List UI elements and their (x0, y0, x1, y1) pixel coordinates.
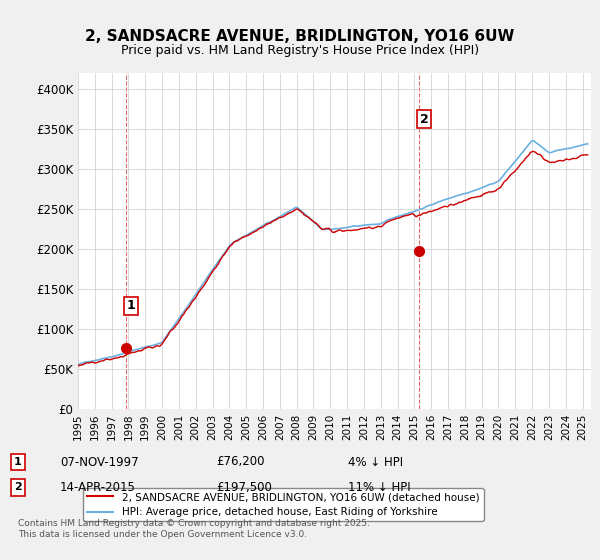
Text: £76,200: £76,200 (216, 455, 265, 469)
Text: Price paid vs. HM Land Registry's House Price Index (HPI): Price paid vs. HM Land Registry's House … (121, 44, 479, 57)
Text: £197,500: £197,500 (216, 480, 272, 494)
Text: 11% ↓ HPI: 11% ↓ HPI (348, 480, 410, 494)
Text: Contains HM Land Registry data © Crown copyright and database right 2025.
This d: Contains HM Land Registry data © Crown c… (18, 520, 370, 539)
Text: 4% ↓ HPI: 4% ↓ HPI (348, 455, 403, 469)
Text: 1: 1 (127, 300, 136, 312)
Text: 14-APR-2015: 14-APR-2015 (60, 480, 136, 494)
Text: 2: 2 (14, 482, 22, 492)
Text: 07-NOV-1997: 07-NOV-1997 (60, 455, 139, 469)
Text: 2, SANDSACRE AVENUE, BRIDLINGTON, YO16 6UW: 2, SANDSACRE AVENUE, BRIDLINGTON, YO16 6… (85, 29, 515, 44)
Legend: 2, SANDSACRE AVENUE, BRIDLINGTON, YO16 6UW (detached house), HPI: Average price,: 2, SANDSACRE AVENUE, BRIDLINGTON, YO16 6… (83, 488, 484, 521)
Text: 1: 1 (14, 457, 22, 467)
Text: 2: 2 (420, 113, 428, 126)
